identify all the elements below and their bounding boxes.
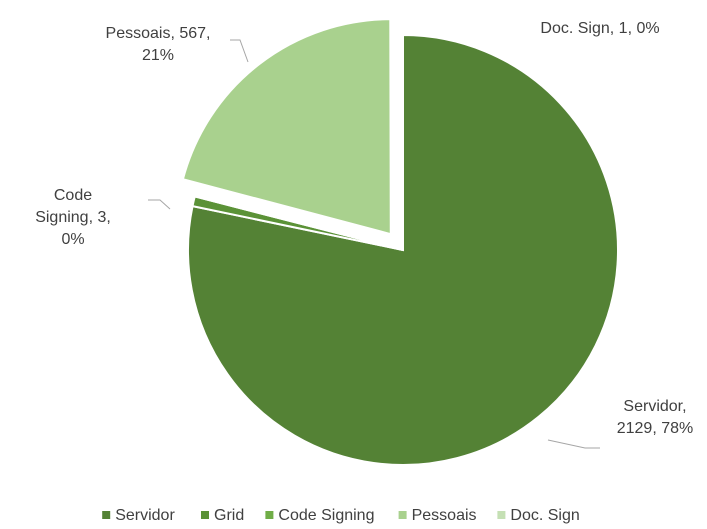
legend-swatch <box>201 511 209 519</box>
data-label: 2129, 78% <box>617 420 694 437</box>
data-label: Signing, 3, <box>35 209 111 226</box>
data-label: 0% <box>61 231 84 248</box>
legend-label: Grid <box>214 507 244 524</box>
pie-slice <box>181 18 392 236</box>
data-label: Servidor, <box>623 398 686 415</box>
legend-swatch <box>398 511 407 519</box>
legend-label: Doc. Sign <box>510 507 579 524</box>
leader-line <box>547 439 600 449</box>
legend-label: Servidor <box>115 507 175 524</box>
pie-slice <box>193 193 404 251</box>
leader-line <box>230 39 249 63</box>
data-label: Code <box>54 187 92 204</box>
leader-line <box>148 199 171 210</box>
data-label: Pessoais, 567, <box>106 25 211 42</box>
legend-swatch <box>265 511 274 519</box>
data-label: Doc. Sign, 1, 0% <box>540 20 659 37</box>
legend-label: Code Signing <box>278 507 374 524</box>
data-label: 21% <box>142 47 174 64</box>
legend-swatch <box>497 511 506 519</box>
legend-label: Pessoais <box>412 507 477 524</box>
legend-swatch <box>102 511 111 519</box>
